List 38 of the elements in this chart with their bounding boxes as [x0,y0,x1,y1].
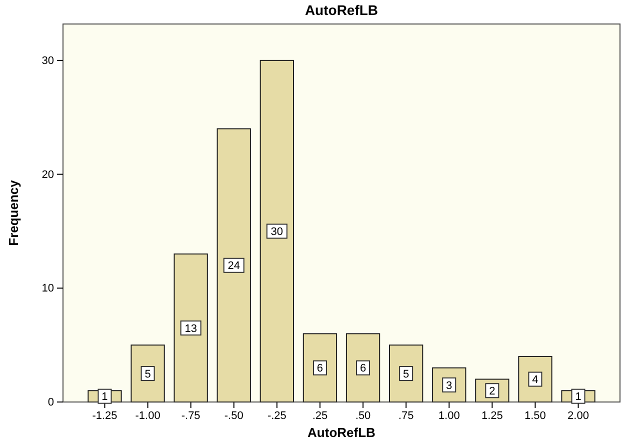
data-label: 6 [360,362,366,375]
data-label: 6 [316,362,324,375]
data-label: 3 [446,380,452,392]
data-label: 2 [489,385,496,398]
x-tick-label: 1.25 [481,410,503,422]
bar [260,60,294,402]
data-label: 13 [184,322,197,335]
y-axis-title: Frequency [6,179,21,246]
data-label: 5 [403,368,410,380]
y-tick-label: 10 [42,282,54,295]
bar [174,253,208,402]
data-label: 1 [102,391,108,404]
x-tick-label: 2.00 [568,410,589,422]
x-tick-label: .25 [312,410,328,422]
bar [346,333,380,402]
x-tick-label: .75 [398,410,414,422]
data-label: 1 [575,391,582,404]
bar [302,333,338,402]
x-tick-label: -1.25 [92,410,118,422]
x-tick-label: -1.00 [135,410,160,422]
x-tick-label: -.75 [181,410,200,422]
bar [216,128,251,402]
x-tick-label: .50 [355,410,371,422]
y-tick-label: 30 [42,54,54,67]
x-axis-title: AutoRefLB [308,425,376,440]
x-tick-label: 1.00 [438,410,460,422]
x-tick-label: 1.50 [524,410,546,422]
bar [130,344,165,402]
data-label: 30 [270,226,284,238]
bar [389,344,424,402]
y-tick-label: 20 [42,168,54,181]
y-tick-label: 0 [48,396,54,409]
data-label: 24 [228,260,240,272]
data-label: 5 [144,368,151,380]
data-label: 4 [532,374,538,386]
chart-title: AutoRefLB [304,2,378,18]
x-tick-label: -.25 [267,410,286,422]
x-tick-label: -.50 [224,410,244,422]
